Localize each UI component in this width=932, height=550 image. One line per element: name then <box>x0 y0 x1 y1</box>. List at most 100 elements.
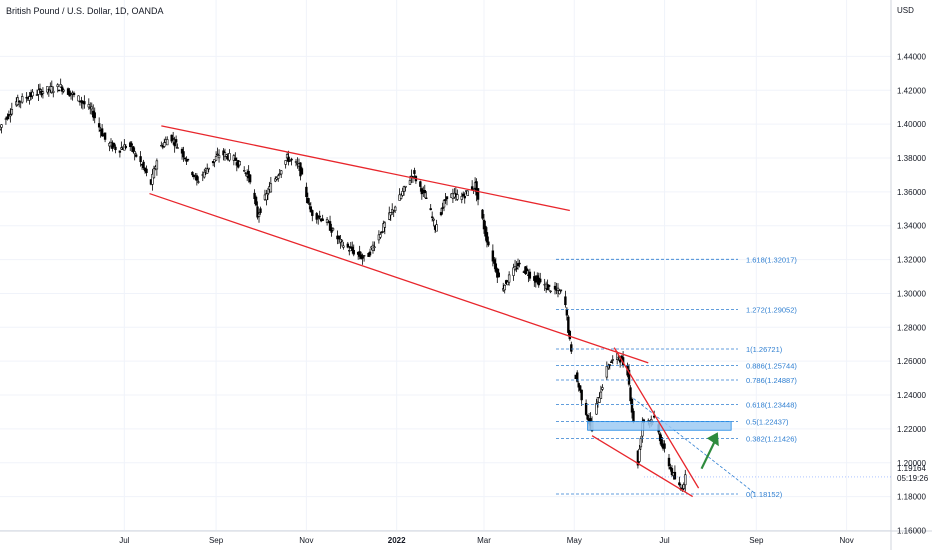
x-tick-label: Jul <box>119 536 129 545</box>
candle-body <box>213 159 216 163</box>
candle-body <box>62 89 65 92</box>
y-tick-label: 1.26000 <box>897 357 926 366</box>
candle-body <box>340 240 344 242</box>
candle-body <box>570 344 573 352</box>
y-tick-label: 1.30000 <box>897 289 926 298</box>
candle-body <box>546 284 549 291</box>
candle-body <box>311 210 314 216</box>
candle-body <box>186 158 190 161</box>
candle-body <box>174 139 178 143</box>
candle-body <box>682 484 685 489</box>
candle-body <box>534 278 537 283</box>
candle-body <box>601 387 604 390</box>
candle-body <box>35 94 39 96</box>
candle-body <box>485 232 489 243</box>
candle-body <box>206 168 209 174</box>
fib-level-label: 0.618(1.23448) <box>746 400 797 409</box>
candle-body <box>663 443 666 449</box>
x-tick-label: Sep <box>209 536 224 545</box>
y-tick-label: 1.28000 <box>897 323 926 332</box>
candle-body <box>368 251 372 256</box>
candle-body <box>315 213 318 220</box>
trendline-wedge-upper <box>613 347 700 489</box>
candle-body <box>650 419 653 422</box>
candle-body <box>392 210 395 212</box>
arrow-shaft <box>700 440 716 470</box>
candle-body <box>558 290 561 295</box>
x-tick-label: Nov <box>839 536 853 545</box>
candle-body <box>559 289 563 292</box>
y-tick-label: 1.18000 <box>897 493 926 502</box>
candle-body <box>72 92 76 96</box>
candle-body <box>145 168 148 173</box>
candle-body <box>155 160 159 170</box>
candle-body <box>491 250 495 262</box>
candle-body <box>90 106 93 110</box>
candle-body <box>493 259 496 264</box>
candle-body <box>484 225 487 237</box>
candle-body <box>328 221 332 231</box>
candle-body <box>497 272 500 278</box>
candle-body <box>660 437 663 446</box>
candle-body <box>60 86 64 92</box>
trendline-lower-channel <box>149 192 649 364</box>
candle-body <box>373 246 376 249</box>
candle-body <box>25 96 28 99</box>
candle-body <box>515 267 518 270</box>
candle-body <box>133 151 136 155</box>
candle-body <box>348 250 351 252</box>
fib-level-label: 1.618(1.32017) <box>746 255 797 264</box>
candle-body <box>203 171 206 178</box>
candle-body <box>321 218 324 222</box>
candle-body <box>494 263 498 272</box>
candle-body <box>152 168 156 179</box>
candle-body <box>28 96 31 101</box>
candle-body <box>618 359 622 363</box>
candle-body <box>556 287 560 291</box>
candle-body <box>170 134 173 142</box>
candle-body <box>265 193 268 201</box>
fib-projection-line <box>633 398 756 494</box>
candle-body <box>21 96 24 103</box>
countdown-label: 05:19:26 <box>897 474 929 483</box>
candle-body <box>182 151 185 158</box>
x-tick-label: Jul <box>659 536 669 545</box>
candle-body <box>586 415 589 420</box>
candle-body <box>151 173 154 185</box>
candle-body <box>553 285 557 290</box>
candle-body <box>166 139 169 146</box>
candle-body <box>10 109 14 115</box>
candle-body <box>346 243 350 248</box>
candle-body <box>383 222 387 228</box>
candle-body <box>248 174 252 183</box>
y-tick-label: 1.22000 <box>897 425 926 434</box>
candle-body <box>564 296 567 306</box>
candle-body <box>599 391 603 399</box>
candle-body <box>132 146 135 152</box>
candle-body <box>536 275 539 280</box>
candle-body <box>120 147 123 150</box>
candle-body <box>439 212 443 216</box>
candle-body <box>185 159 188 162</box>
candle-body <box>124 146 128 148</box>
candle-body <box>160 144 163 147</box>
x-tick-label: 2022 <box>388 536 406 545</box>
candle-body <box>352 249 355 255</box>
candle-body <box>528 271 532 279</box>
candle-body <box>331 228 335 231</box>
candle-body <box>183 157 187 160</box>
candle-body <box>463 195 466 199</box>
y-tick-label: 1.42000 <box>897 86 926 95</box>
candle-body <box>629 387 632 402</box>
candle-body <box>389 212 392 216</box>
candle-body <box>379 234 382 238</box>
candle-body <box>318 215 321 218</box>
candle-body <box>253 192 256 200</box>
candle-body <box>306 197 310 204</box>
candle-body <box>139 156 142 163</box>
candle-body <box>161 146 165 148</box>
currency-label: USD <box>897 6 914 15</box>
candle-body <box>460 196 463 200</box>
candle-body <box>31 91 34 97</box>
